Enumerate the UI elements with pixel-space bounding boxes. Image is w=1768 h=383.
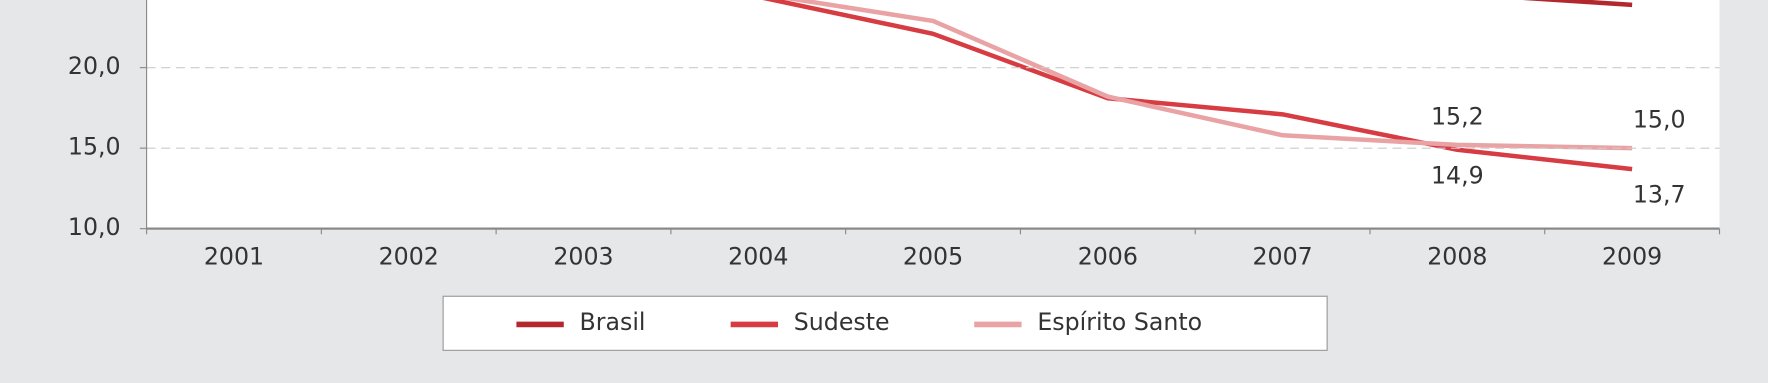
series-line — [784, 0, 1633, 151]
x-tick-label: 2006 — [1078, 242, 1138, 270]
x-tick-label: 2001 — [204, 242, 264, 270]
plot — [762, 0, 1633, 172]
y-tick-label: 20,0 — [68, 52, 121, 80]
series-line — [762, 0, 1633, 172]
legend-label: Sudeste — [794, 308, 890, 336]
y-tick-label: 10,0 — [68, 213, 121, 241]
x-tick-label: 2008 — [1427, 242, 1487, 270]
x-tick-label: 2007 — [1252, 242, 1312, 270]
x-tick-label: 2009 — [1602, 242, 1662, 270]
series-line — [1522, 0, 1633, 8]
x-tick-label: 2004 — [728, 242, 788, 270]
data-label: 15,0 — [1633, 106, 1686, 134]
y-tick-label: 15,0 — [68, 133, 121, 161]
legend-label: Espírito Santo — [1037, 308, 1202, 336]
legend-label: Brasil — [580, 308, 646, 336]
data-label: 14,9 — [1431, 161, 1484, 189]
legend-box — [442, 295, 1328, 351]
x-tick-label: 2005 — [903, 242, 963, 270]
plot-area — [146, 0, 1720, 230]
data-label: 15,2 — [1431, 102, 1484, 130]
x-tick-label: 2002 — [379, 242, 439, 270]
x-tick-label: 2003 — [553, 242, 613, 270]
data-label: 13,7 — [1633, 181, 1686, 209]
